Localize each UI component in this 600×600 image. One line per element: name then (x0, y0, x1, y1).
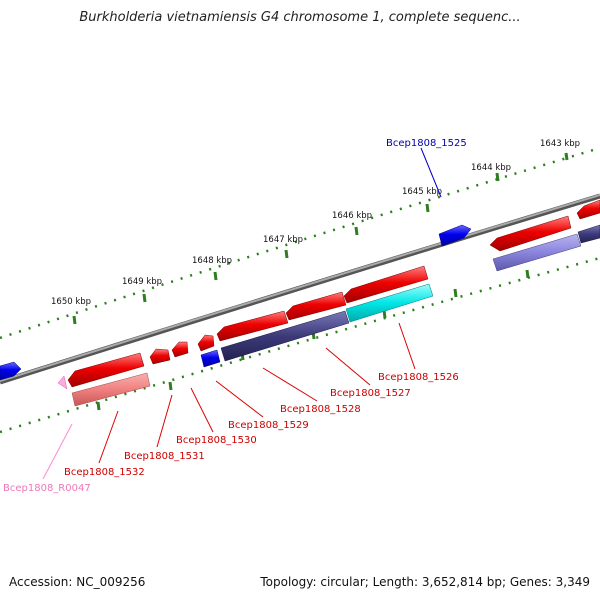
feature-navy-right[interactable] (577, 224, 600, 244)
ruler-major-ticks (72, 152, 569, 325)
gene-bcep1808-1528[interactable] (216, 310, 289, 342)
callout-line (325, 347, 371, 386)
gene-label[interactable]: Bcep1808_1527 (330, 388, 411, 399)
gene-bcep1808-1530[interactable] (171, 341, 189, 358)
callout-line (42, 423, 73, 480)
ruler-tick (564, 152, 569, 161)
accession-label: Accession: NC_009256 (9, 575, 146, 589)
gene-label[interactable]: Bcep1808_1526 (378, 372, 459, 383)
feature-cyan[interactable] (345, 283, 434, 323)
map-title: Burkholderia vietnamiensis G4 chromosome… (79, 10, 521, 25)
outer-ruler-track (0, 146, 600, 340)
chromosome-backbone (0, 193, 600, 385)
ruler-label: 1645 kbp (402, 187, 442, 197)
ruler-tick (72, 315, 77, 325)
ruler-tick (495, 172, 500, 182)
ruler-tick (213, 271, 218, 281)
callout-line (420, 147, 442, 198)
gene-bcep1808-1526[interactable] (343, 265, 429, 304)
callout-line (215, 380, 264, 418)
inner-ruler-ticks (96, 269, 530, 411)
ruler-tick (284, 249, 289, 259)
feature-lavender[interactable] (492, 233, 582, 272)
gene-bcep1808-1532[interactable] (67, 352, 145, 388)
callout-line (156, 394, 173, 448)
backbone-highlight (0, 194, 600, 382)
gene-label[interactable]: Bcep1808_1529 (228, 420, 309, 431)
ruler-label: 1648 kbp (192, 256, 232, 266)
gene-bcep1808-1531[interactable] (149, 348, 171, 365)
gene-forward-left-edge[interactable] (0, 361, 22, 381)
ruler-label: 1644 kbp (471, 163, 511, 173)
ruler-label: 1647 kbp (263, 235, 303, 245)
ruler-tick (168, 381, 173, 391)
ruler-tick (96, 401, 101, 411)
gene-bcep1808-1529[interactable] (197, 334, 215, 352)
gene-top-right-2[interactable] (576, 199, 600, 220)
gene-bcep1808-r0047[interactable] (57, 375, 68, 390)
gene-label[interactable]: Bcep1808_1532 (64, 467, 145, 478)
ruler-tick (525, 269, 530, 279)
gene-label[interactable]: Bcep1808_1528 (280, 404, 361, 415)
ruler-tick (354, 226, 359, 236)
ruler-tick (453, 288, 458, 298)
ruler-label: 1643 kbp (540, 139, 580, 149)
ruler-label: 1646 kbp (332, 211, 372, 221)
ruler-tick (142, 293, 147, 303)
gene-label[interactable]: Bcep1808_1525 (386, 138, 467, 149)
callout-line (190, 387, 214, 433)
gene-label[interactable]: Bcep1808_1530 (176, 435, 257, 446)
gene-bcep1808-1527[interactable] (285, 291, 347, 321)
feature-blue-small[interactable] (200, 349, 221, 368)
gene-bcep1808-1525[interactable] (438, 224, 472, 247)
gene-label[interactable]: Bcep1808_1531 (124, 451, 205, 462)
feature-salmon[interactable] (71, 372, 151, 407)
ruler-label: 1650 kbp (51, 297, 91, 307)
callout-line (98, 410, 119, 464)
ruler-label: 1649 kbp (122, 277, 162, 287)
gene-top-right-1[interactable] (489, 215, 572, 252)
callout-line (398, 322, 416, 370)
genome-summary: Topology: circular; Length: 3,652,814 bp… (260, 575, 590, 589)
callout-line (262, 367, 318, 402)
ruler-tick (425, 203, 430, 213)
feature-navy[interactable] (220, 310, 350, 362)
gene-label[interactable]: Bcep1808_R0047 (3, 483, 91, 494)
